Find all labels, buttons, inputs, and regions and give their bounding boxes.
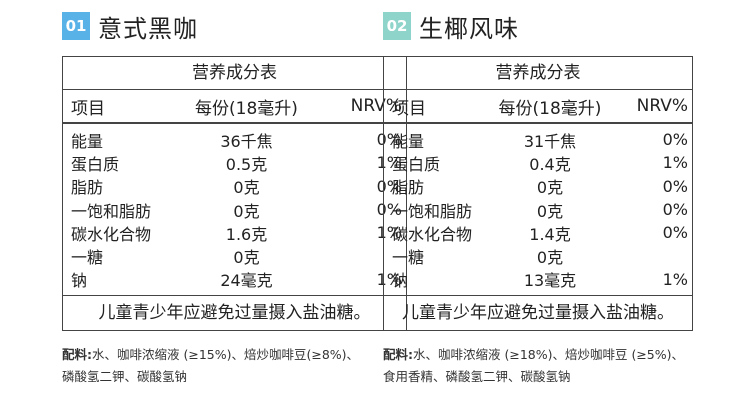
- header-item: 项目: [71, 98, 105, 119]
- row-nrv: 1%: [662, 269, 688, 289]
- table-row: 一糖 0克: [63, 244, 406, 267]
- ingredients-espresso: 配料:水、咖啡浓缩液 (≥15%)、焙炒咖啡豆(≥8%)、 磷酸氢二钾、碳酸氢钠: [62, 344, 382, 388]
- row-item: 钠: [392, 271, 409, 291]
- row-item: 能量: [392, 131, 425, 151]
- nutrition-table-body: 能量 31千焦 0% 蛋白质 0.4克 1% 脂肪 0克 0% 一饱和脂肪 0克…: [384, 124, 692, 297]
- row-value: 13毫克: [523, 271, 577, 291]
- ingredients-text: 水、咖啡浓缩液 (≥18%)、焙炒咖啡豆 (≥5%)、: [413, 347, 685, 362]
- nutrition-table-footer: 儿童青少年应避免过量摄入盐油糖。: [98, 303, 371, 324]
- row-item: 一饱和脂肪: [71, 201, 152, 221]
- row-value: 0克: [536, 201, 564, 221]
- row-nrv: 0%: [662, 130, 688, 150]
- row-nrv: 1%: [662, 153, 688, 173]
- nutrition-table: 营养成分表 项目 每份(18毫升) NRV% 能量 31千焦 0% 蛋白质 0.…: [383, 56, 693, 332]
- row-nrv: 0%: [662, 176, 688, 196]
- header-per-serving: 每份(18毫升): [498, 98, 602, 119]
- table-row: 脂肪 0克 0%: [63, 175, 406, 198]
- table-row: 脂肪 0克 0%: [384, 175, 692, 198]
- row-item: 钠: [71, 271, 88, 291]
- row-value: 24毫克: [220, 271, 273, 291]
- row-item: 碳水化合物: [71, 224, 152, 244]
- row-item: 蛋白质: [392, 154, 441, 174]
- product-number-badge: 02: [383, 12, 411, 40]
- row-nrv: 0%: [662, 200, 688, 220]
- row-item: 脂肪: [392, 178, 425, 198]
- ingredients-line: 配料:水、咖啡浓缩液 (≥18%)、焙炒咖啡豆 (≥5%)、: [383, 344, 703, 366]
- table-row: 钠 13毫克 1%: [384, 268, 692, 291]
- table-row: 能量 31千焦 0%: [384, 128, 692, 151]
- table-row: 碳水化合物 1.6克 1%: [63, 221, 406, 244]
- row-item: 蛋白质: [71, 154, 120, 174]
- row-nrv: 1%: [376, 223, 402, 243]
- nutrition-table-title: 营养成分表: [63, 57, 406, 90]
- product-number-badge: 01: [62, 12, 90, 40]
- ingredients-label: 配料:: [62, 347, 92, 362]
- ingredients-line: 配料:水、咖啡浓缩液 (≥15%)、焙炒咖啡豆(≥8%)、: [62, 344, 382, 366]
- nutrition-table: 营养成分表 项目 每份(18毫升) NRV% 能量 36千焦 0% 蛋白质 0.…: [62, 56, 407, 332]
- table-row: 蛋白质 0.4克 1%: [384, 151, 692, 174]
- row-value: 0.5克: [225, 154, 268, 174]
- product-heading: 01 意式黑咖: [62, 0, 407, 52]
- row-nrv: 0%: [376, 130, 402, 150]
- row-value: 0克: [536, 248, 564, 268]
- row-value: 0克: [233, 201, 260, 221]
- nutrition-table-header: 项目 每份(18毫升) NRV%: [384, 90, 692, 124]
- row-item: 脂肪: [71, 178, 104, 198]
- row-value: 31千焦: [523, 131, 577, 151]
- row-item: 一糖: [71, 248, 104, 268]
- row-value: 0克: [536, 178, 564, 198]
- ingredients-label: 配料:: [383, 347, 413, 362]
- table-row: 一饱和脂肪 0克 0%: [63, 198, 406, 221]
- table-row: 钠 24毫克 1%: [63, 268, 406, 291]
- row-nrv: 0%: [376, 176, 402, 196]
- ingredients-line: 食用香精、磷酸氢二钾、碳酸氢钠: [383, 369, 571, 384]
- row-nrv: 1%: [376, 153, 402, 173]
- ingredients-text: 水、咖啡浓缩液 (≥15%)、焙炒咖啡豆(≥8%)、: [92, 347, 360, 362]
- nutrition-table-footer: 儿童青少年应避免过量摄入盐油糖。: [402, 303, 674, 324]
- header-nrv: NRV%: [636, 96, 688, 116]
- row-nrv: 1%: [376, 269, 402, 289]
- ingredients-coconut: 配料:水、咖啡浓缩液 (≥18%)、焙炒咖啡豆 (≥5%)、 食用香精、磷酸氢二…: [383, 344, 703, 388]
- table-row: 一饱和脂肪 0克 0%: [384, 198, 692, 221]
- row-value: 1.4克: [529, 224, 571, 244]
- product-panel-espresso: 01 意式黑咖 营养成分表 项目 每份(18毫升) NRV% 能量 36千焦 0…: [62, 0, 407, 332]
- table-row: 能量 36千焦 0%: [63, 128, 406, 151]
- product-panel-coconut: 02 生椰风味 营养成分表 项目 每份(18毫升) NRV% 能量 31千焦 0…: [383, 0, 693, 332]
- row-value: 36千焦: [220, 131, 273, 151]
- nutrition-table-body: 能量 36千焦 0% 蛋白质 0.5克 1% 脂肪 0克 0% 一饱和脂肪 0克…: [63, 124, 406, 297]
- ingredients-line: 磷酸氢二钾、碳酸氢钠: [62, 369, 188, 384]
- row-value: 0克: [233, 248, 260, 268]
- row-item: 一糖: [392, 248, 425, 268]
- header-item: 项目: [392, 98, 426, 119]
- row-value: 0.4克: [529, 154, 571, 174]
- product-name: 意式黑咖: [98, 14, 198, 43]
- row-item: 一饱和脂肪: [392, 201, 473, 221]
- header-nrv: NRV%: [350, 96, 402, 116]
- nutrition-table-header: 项目 每份(18毫升) NRV%: [63, 90, 406, 124]
- product-name: 生椰风味: [419, 14, 519, 43]
- nutrition-table-title: 营养成分表: [384, 57, 692, 90]
- product-heading: 02 生椰风味: [383, 0, 693, 52]
- header-per-serving: 每份(18毫升): [195, 98, 298, 119]
- row-value: 1.6克: [225, 224, 268, 244]
- row-nrv: 0%: [662, 223, 688, 243]
- row-value: 0克: [233, 178, 260, 198]
- row-item: 碳水化合物: [392, 224, 473, 244]
- row-nrv: 0%: [376, 200, 402, 220]
- table-row: 碳水化合物 1.4克 0%: [384, 221, 692, 244]
- table-row: 蛋白质 0.5克 1%: [63, 151, 406, 174]
- table-row: 一糖 0克: [384, 244, 692, 267]
- row-item: 能量: [71, 131, 104, 151]
